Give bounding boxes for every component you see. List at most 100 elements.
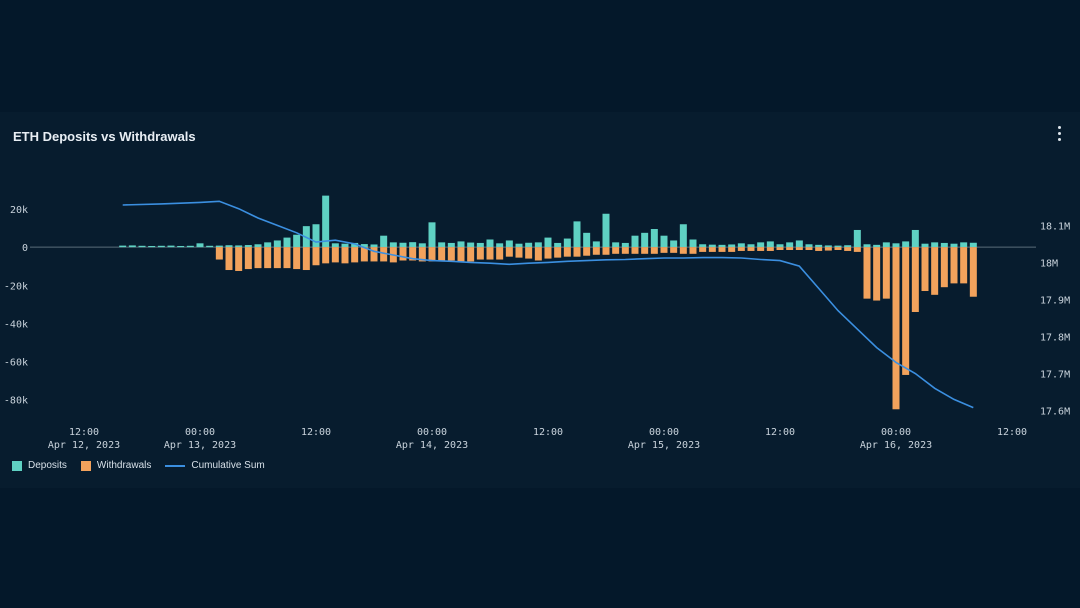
withdrawal-bar	[863, 247, 871, 299]
deposit-bar	[911, 229, 919, 248]
deposit-bar	[186, 245, 194, 248]
deposit-bar	[689, 239, 697, 248]
legend-cumulative-sum[interactable]: Cumulative Sum	[165, 460, 265, 471]
deposit-bar	[815, 244, 823, 248]
deposit-bar	[699, 244, 707, 248]
x-tick-date-label: Apr 15, 2023	[628, 440, 700, 451]
withdrawal-bar	[834, 247, 842, 250]
withdrawal-bar	[254, 247, 262, 269]
deposit-bar	[148, 245, 156, 248]
legend-withdrawals[interactable]: Withdrawals	[80, 460, 151, 471]
y-left-tick-label: -80k	[4, 396, 28, 407]
deposit-bar	[834, 245, 842, 248]
withdrawal-bar	[679, 247, 687, 254]
withdrawal-bar	[235, 247, 243, 271]
withdrawal-bar	[911, 247, 919, 312]
withdrawal-bar	[699, 247, 707, 252]
withdrawal-bar	[486, 247, 494, 260]
legend-deposits-label: Deposits	[28, 460, 67, 471]
deposit-bar	[341, 243, 349, 248]
legend: Deposits Withdrawals Cumulative Sum	[12, 460, 273, 471]
x-tick-time-label: 12:00	[997, 427, 1027, 438]
y-right-tick-label: 17.8M	[1040, 332, 1070, 343]
deposit-bar	[660, 235, 668, 248]
deposit-bar	[254, 244, 262, 248]
withdrawal-bar	[718, 247, 726, 252]
chart-panel	[0, 112, 1080, 488]
withdrawal-bar	[824, 247, 832, 251]
deposit-bar	[631, 235, 639, 248]
deposit-bar	[679, 224, 687, 248]
deposit-bar	[902, 241, 910, 248]
withdrawal-bar	[409, 247, 417, 261]
deposit-bar	[718, 244, 726, 248]
withdrawal-bar	[969, 247, 977, 297]
chart-title: ETH Deposits vs Withdrawals	[13, 129, 196, 144]
deposit-bar	[322, 195, 330, 248]
x-tick-time-label: 00:00	[417, 427, 447, 438]
deposit-bar	[873, 244, 881, 248]
more-options-icon[interactable]	[1050, 122, 1068, 144]
y-right-tick-label: 17.6M	[1040, 407, 1070, 418]
x-tick-date-label: Apr 13, 2023	[164, 440, 236, 451]
deposit-bar	[844, 245, 852, 248]
withdrawal-bar	[931, 247, 939, 295]
withdrawal-bar	[921, 247, 929, 292]
deposit-bar	[853, 229, 861, 248]
withdrawal-bar	[302, 247, 310, 271]
withdrawal-bar	[370, 247, 378, 262]
deposit-bar	[389, 242, 397, 248]
legend-deposits[interactable]: Deposits	[12, 460, 67, 471]
withdrawals-swatch-icon	[80, 460, 91, 471]
x-tick-time-label: 00:00	[185, 427, 215, 438]
deposit-bar	[457, 241, 465, 248]
deposit-bar	[573, 221, 581, 248]
deposit-bar	[215, 245, 223, 248]
deposit-bar	[766, 241, 774, 248]
withdrawal-bar	[631, 247, 639, 254]
withdrawal-bar	[689, 247, 697, 254]
withdrawal-bar	[844, 247, 852, 251]
withdrawal-bar	[418, 247, 426, 262]
withdrawal-bar	[853, 247, 861, 252]
deposit-bar	[206, 245, 214, 248]
deposit-bar	[544, 237, 552, 248]
x-tick-time-label: 12:00	[69, 427, 99, 438]
deposit-bar	[399, 242, 407, 248]
deposit-bar	[931, 242, 939, 248]
legend-cumulative-label: Cumulative Sum	[191, 460, 265, 471]
deposit-bar	[476, 242, 484, 248]
y-right-tick-label: 18.1M	[1040, 221, 1070, 232]
deposit-bar	[795, 240, 803, 248]
deposit-bar	[235, 245, 243, 248]
deposit-bar	[863, 244, 871, 248]
withdrawal-bar	[902, 247, 910, 375]
deposit-bar	[786, 242, 794, 248]
deposit-bar	[525, 242, 533, 248]
withdrawal-bar	[766, 247, 774, 251]
withdrawal-bar	[641, 247, 649, 254]
withdrawal-bar	[621, 247, 629, 254]
withdrawal-bar	[583, 247, 591, 256]
y-left-tick-label: 0	[22, 243, 28, 254]
deposit-bar	[747, 244, 755, 248]
deposit-bar	[447, 242, 455, 248]
deposit-bar	[264, 242, 272, 248]
deposit-bar	[824, 245, 832, 248]
deposit-bar	[486, 239, 494, 248]
x-tick-time-label: 00:00	[881, 427, 911, 438]
withdrawal-bar	[650, 247, 658, 254]
withdrawal-bar	[331, 247, 339, 263]
deposit-bar	[505, 240, 513, 248]
withdrawal-bar	[602, 247, 610, 255]
x-tick-time-label: 00:00	[649, 427, 679, 438]
deposit-bar	[273, 240, 281, 248]
withdrawal-bar	[225, 247, 233, 271]
x-tick-date-label: Apr 12, 2023	[48, 440, 120, 451]
deposit-bar	[418, 243, 426, 248]
deposit-bar	[776, 244, 784, 248]
deposit-bar	[157, 245, 165, 248]
x-tick-date-label: Apr 14, 2023	[396, 440, 468, 451]
deposit-bar	[177, 245, 185, 248]
withdrawal-bar	[457, 247, 465, 262]
